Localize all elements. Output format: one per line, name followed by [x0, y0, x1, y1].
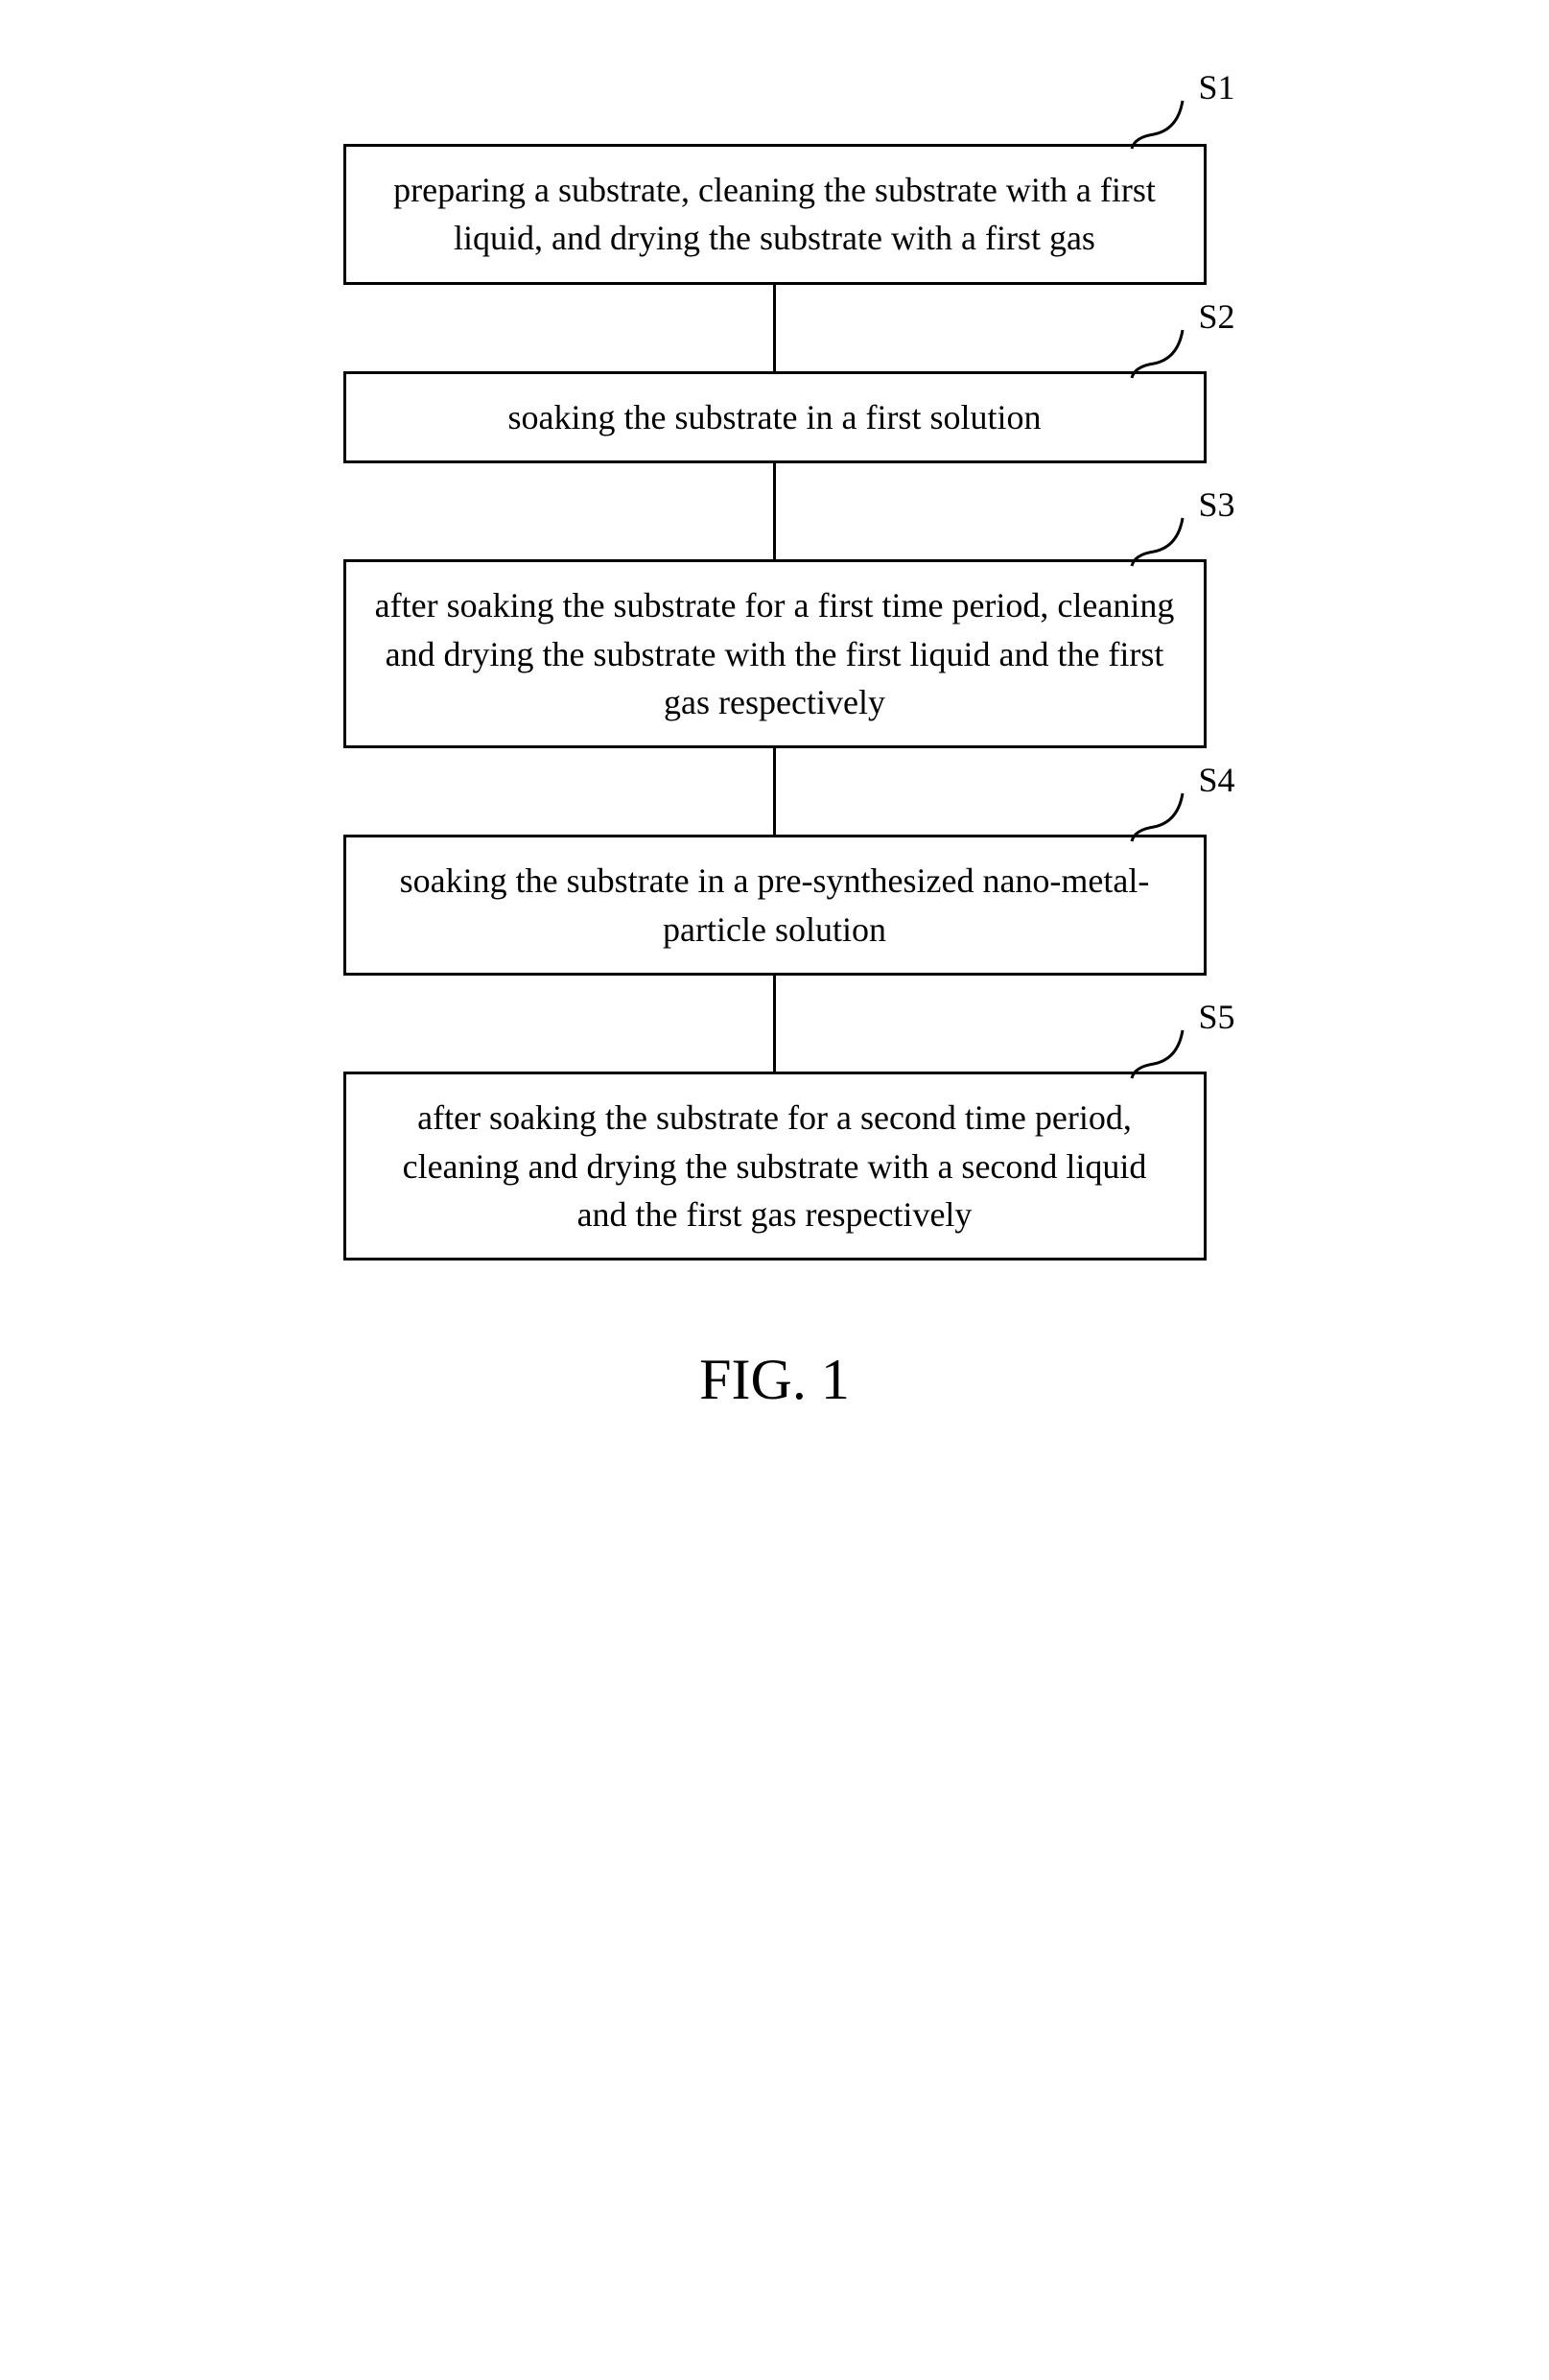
connector-4: [773, 976, 776, 1072]
step-wrapper-1: S1 preparing a substrate, cleaning the s…: [343, 77, 1207, 371]
step-box-3: after soaking the substrate for a first …: [343, 559, 1207, 748]
step-label-1: S1: [1198, 67, 1234, 107]
step-wrapper-4: S4 soaking the substrate in a pre-synthe…: [343, 835, 1207, 1072]
step-label-3: S3: [1198, 484, 1234, 525]
step-wrapper-5: S5 after soaking the substrate for a sec…: [343, 1072, 1207, 1261]
connector-3: [773, 748, 776, 835]
step-box-4: soaking the substrate in a pre-synthesiz…: [343, 835, 1207, 976]
figure-label: FIG. 1: [699, 1347, 850, 1413]
step-wrapper-2: S2 soaking the substrate in a first solu…: [343, 371, 1207, 559]
step-wrapper-3: S3 after soaking the substrate for a fir…: [343, 559, 1207, 835]
step-box-2: soaking the substrate in a first solutio…: [343, 371, 1207, 463]
step-box-5: after soaking the substrate for a second…: [343, 1072, 1207, 1261]
step-label-4: S4: [1198, 760, 1234, 800]
flowchart-container: S1 preparing a substrate, cleaning the s…: [343, 77, 1207, 1413]
curved-connector-icon: [1130, 96, 1197, 153]
step-label-2: S2: [1198, 296, 1234, 337]
curved-connector-icon: [1130, 1025, 1197, 1083]
step-label-row-1: S1: [343, 77, 1207, 144]
step-box-1: preparing a substrate, cleaning the subs…: [343, 144, 1207, 285]
connector-2: [773, 463, 776, 559]
connector-1: [773, 285, 776, 371]
curved-connector-icon: [1130, 513, 1197, 571]
curved-connector-icon: [1130, 789, 1197, 846]
curved-connector-icon: [1130, 325, 1197, 383]
step-label-5: S5: [1198, 997, 1234, 1037]
